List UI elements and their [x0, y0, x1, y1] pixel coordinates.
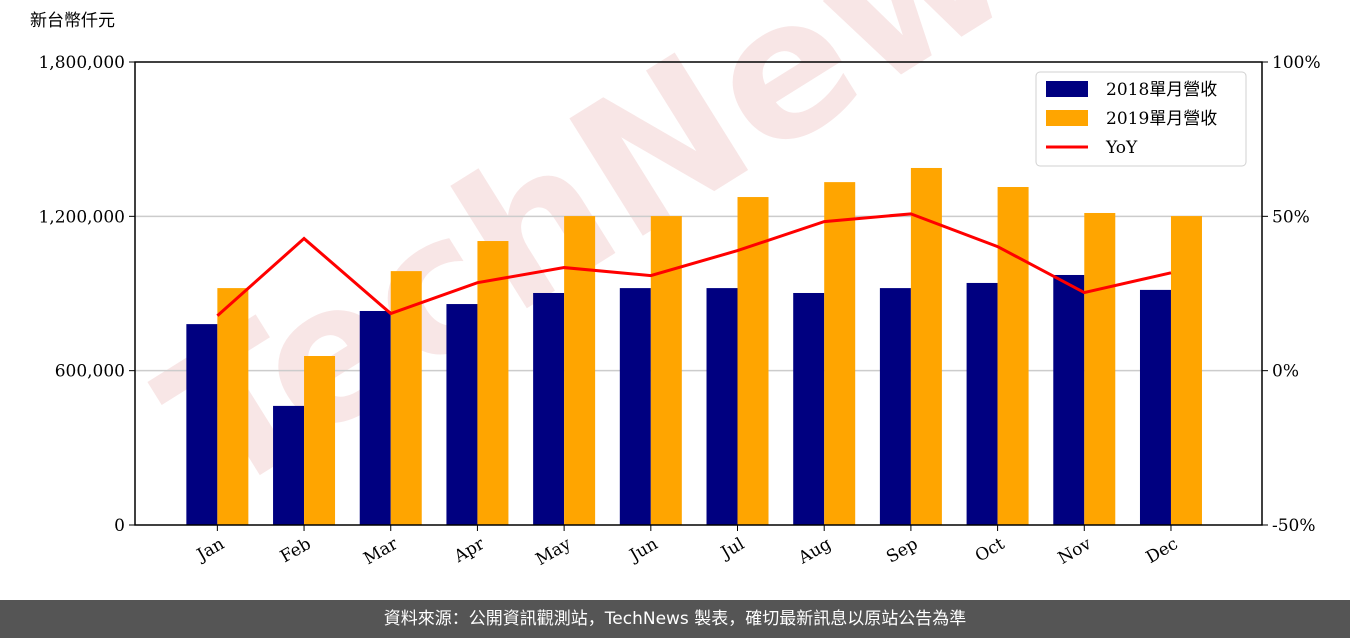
bar [273, 405, 305, 525]
x-tick-label: Mar [360, 534, 402, 570]
y-axis-label: 新台幣仟元 [30, 11, 115, 31]
bar [966, 282, 998, 525]
legend-label: YoY [1105, 138, 1138, 158]
bar [619, 288, 651, 525]
bar [304, 356, 336, 525]
x-tick-label: May [532, 534, 575, 570]
bar [793, 292, 825, 525]
y-tick-label: 1,800,000 [38, 53, 125, 73]
bar [390, 271, 422, 525]
line [216, 212, 1172, 317]
x-tick-label: Oct [972, 534, 1008, 567]
y-tick-label: 0 [114, 516, 125, 536]
bar [533, 292, 565, 525]
bar [824, 182, 856, 525]
bar [564, 216, 596, 525]
bar [217, 288, 249, 525]
bar [706, 288, 738, 525]
bar [477, 241, 509, 525]
x-tick-label: Nov [1055, 534, 1095, 569]
x-tick-label: Jun [625, 534, 662, 567]
legend-swatch [1046, 110, 1088, 126]
footer: 資料來源：公開資訊觀測站，TechNews 製表，確切最新訊息以原站公告為準 [0, 600, 1350, 638]
bar [650, 216, 682, 525]
chart: 新台幣仟元 TechNews0600,0001,200,0001,800,000… [30, 0, 1321, 570]
bar [997, 187, 1029, 525]
x-tick-label: Aug [794, 534, 835, 569]
legend-label: 2018單月營收 [1106, 80, 1217, 100]
x-tick-label: Jul [716, 534, 748, 564]
bar [446, 304, 478, 525]
y-tick-label: 600,000 [55, 362, 125, 382]
x-tick-label: Jan [192, 534, 228, 566]
x-tick-label: Feb [277, 534, 315, 567]
bar [1053, 274, 1085, 525]
x-tick-label: Apr [450, 534, 489, 568]
legend-swatch [1046, 81, 1088, 97]
y-tick-label: 1,200,000 [38, 207, 125, 227]
y2-tick-label: 50% [1272, 207, 1310, 227]
bar [359, 310, 391, 525]
bar [1139, 289, 1171, 525]
y2-tick-label: -50% [1272, 516, 1316, 536]
legend-label: 2019單月營收 [1106, 109, 1217, 129]
legend-box [1035, 71, 1247, 167]
bar [737, 197, 769, 525]
plot-frame [134, 61, 1263, 526]
y2-tick-label: 100% [1272, 53, 1321, 73]
bar [879, 288, 911, 525]
x-tick-label: Dec [1143, 534, 1182, 568]
y2-tick-label: 0% [1272, 362, 1299, 382]
bar [1170, 216, 1202, 525]
bar [186, 324, 218, 525]
bar [1084, 212, 1116, 525]
bar [910, 167, 942, 525]
x-tick-label: Sep [883, 534, 921, 568]
